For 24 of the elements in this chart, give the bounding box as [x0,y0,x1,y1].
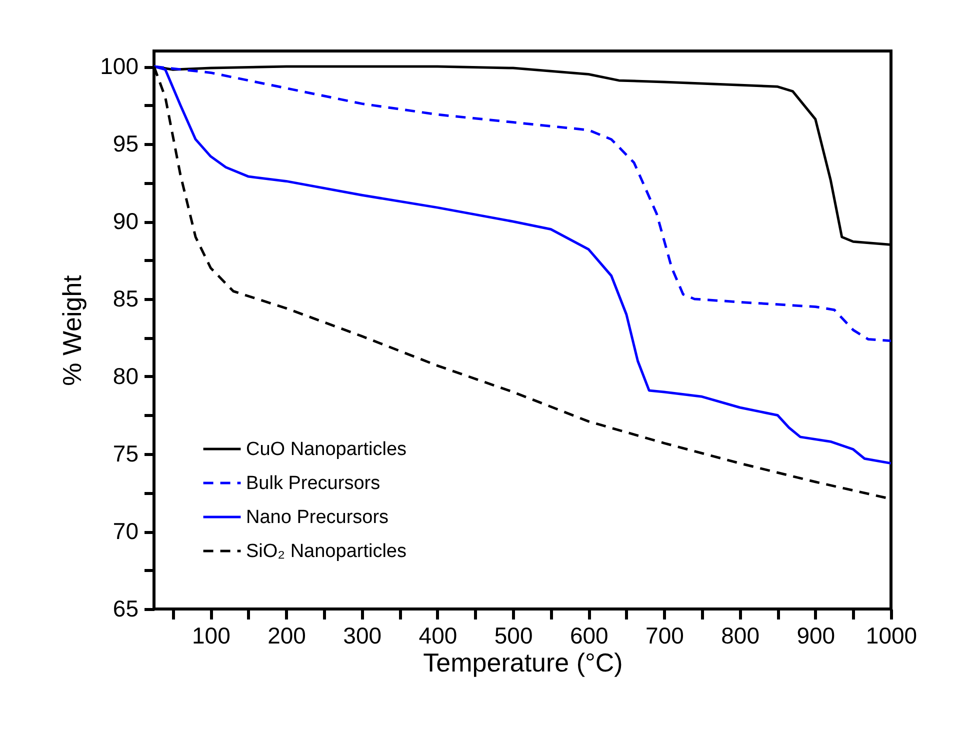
x-tick-label: 800 [721,622,760,648]
y-tick-label: 90 [112,208,138,234]
x-tick-label: 100 [192,622,230,648]
x-tick-label: 200 [268,622,306,648]
x-tick-label: 1000 [866,622,918,648]
y-axis-title: % Weight [57,274,88,386]
y-tick-label: 100 [100,53,138,79]
y-tick-label: 85 [112,286,138,312]
x-tick-label: 300 [343,622,382,648]
x-tick-label: 500 [494,622,533,648]
y-tick-label: 65 [112,596,138,622]
x-tick-label: 900 [796,622,836,648]
y-tick-label: 80 [112,363,138,389]
x-tick-label: 400 [418,622,458,648]
legend-label: Bulk Precursors [246,473,380,494]
x-axis-title: Temperature (°C) [423,648,623,678]
y-tick-label: 70 [112,518,138,544]
legend-label: Nano Precursors [246,507,389,528]
y-tick-label: 75 [112,440,138,466]
legend-label: SiO₂ Nanoparticles [246,541,406,562]
x-tick-label: 700 [646,622,684,648]
legend-label: CuO Nanoparticles [246,439,407,460]
x-tick-label: 600 [570,622,608,648]
y-tick-label: 95 [112,130,138,156]
